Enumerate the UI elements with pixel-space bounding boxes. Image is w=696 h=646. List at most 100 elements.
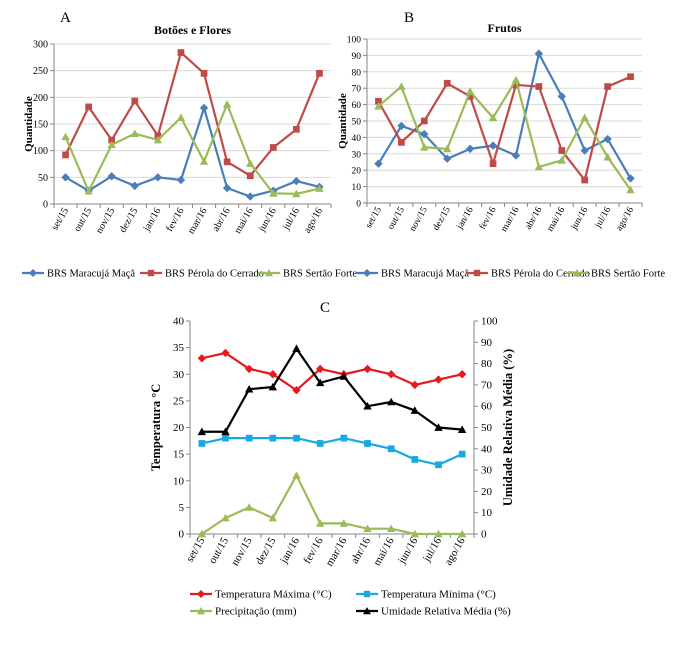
x-tick-label: ago/16 xyxy=(302,206,325,235)
x-tick-label: ago/16 xyxy=(442,535,468,567)
y-tick-label: 250 xyxy=(33,66,48,77)
x-tick-label: jul/16 xyxy=(420,535,444,565)
data-point xyxy=(387,445,395,453)
data-point xyxy=(131,97,139,105)
y-tick-label: 10 xyxy=(173,475,185,487)
data-point xyxy=(603,134,612,144)
data-point xyxy=(434,375,443,384)
legend-marker xyxy=(265,269,273,277)
y-tick-label: 20 xyxy=(352,167,362,177)
x-tick-label: fev/16 xyxy=(477,205,499,232)
y-axis-label: Quantidade xyxy=(23,96,35,152)
series-line-2 xyxy=(377,75,631,182)
legend-marker xyxy=(147,269,155,277)
x-tick-label: abr/16 xyxy=(210,206,232,234)
y-right-tick-label: 30 xyxy=(481,465,493,477)
y-right-tick-label: 20 xyxy=(481,486,493,498)
data-point xyxy=(443,154,452,163)
data-point xyxy=(268,382,278,391)
data-point xyxy=(410,529,420,538)
data-point xyxy=(315,364,325,374)
x-tick-label: nov/15 xyxy=(94,206,117,236)
data-point xyxy=(61,173,70,182)
y-tick-label: 90 xyxy=(352,52,362,62)
chart-title: Frutos xyxy=(488,21,522,35)
chart-title: Botões e Flores xyxy=(154,23,231,37)
y-tick-label: 20 xyxy=(173,422,185,434)
data-point xyxy=(315,184,324,192)
y-tick-label: 35 xyxy=(173,342,185,354)
y-tick-label: 80 xyxy=(352,68,362,78)
legend-marker xyxy=(197,590,205,598)
data-point xyxy=(153,173,163,182)
x-tick-label: mar/16 xyxy=(323,535,349,568)
series-line-1 xyxy=(64,106,320,198)
data-point xyxy=(177,49,185,56)
series-line-3 xyxy=(64,103,320,195)
data-point xyxy=(397,82,406,90)
data-point xyxy=(292,176,301,186)
data-point xyxy=(85,103,92,111)
data-point xyxy=(108,136,116,144)
data-point xyxy=(223,158,231,166)
panel-label: A xyxy=(60,10,71,26)
x-tick-label: jun/16 xyxy=(395,535,420,567)
data-point xyxy=(246,172,254,180)
data-point xyxy=(466,93,474,100)
y-right-tick-label: 60 xyxy=(481,401,493,413)
y-tick-label: 150 xyxy=(33,120,48,131)
legend-entry: BRS Maracujá Maçã xyxy=(381,269,469,280)
y-tick-label: 0 xyxy=(43,200,48,211)
data-point xyxy=(84,187,93,195)
data-point xyxy=(221,348,230,358)
x-tick-label: abr/16 xyxy=(349,535,374,566)
data-point xyxy=(458,450,466,458)
data-point xyxy=(315,519,325,527)
data-point xyxy=(292,471,301,479)
y-tick-label: 100 xyxy=(347,36,362,46)
x-tick-label: jan/16 xyxy=(141,206,164,234)
data-point xyxy=(420,117,428,125)
legend-marker xyxy=(363,590,371,598)
x-tick-label: out/15 xyxy=(386,205,407,231)
data-point xyxy=(154,132,162,140)
y-right-tick-label: 80 xyxy=(481,358,493,370)
legend-entry: Temperatura Máxima (°C) xyxy=(215,589,332,601)
data-point xyxy=(130,129,139,137)
y-tick-label: 100 xyxy=(33,146,48,157)
x-tick-label: ago/16 xyxy=(615,205,637,233)
data-point xyxy=(244,384,254,393)
legend-entry: BRS Sertão Forte xyxy=(591,269,665,280)
data-point xyxy=(581,176,589,184)
series-line-3 xyxy=(377,78,632,191)
data-point xyxy=(176,113,186,121)
legend-entry: Umidade Relativa Média (%) xyxy=(381,606,511,618)
panel-label: B xyxy=(404,10,414,26)
data-point xyxy=(222,183,232,193)
data-point xyxy=(420,143,429,151)
data-point xyxy=(246,159,255,167)
data-point xyxy=(626,185,635,194)
data-point xyxy=(316,440,324,447)
legend-entry: BRS Pérola do Cerrado xyxy=(491,269,590,280)
data-point xyxy=(386,370,396,379)
data-point xyxy=(153,135,163,144)
y-tick-label: 200 xyxy=(33,93,48,104)
data-point xyxy=(293,125,300,133)
data-point xyxy=(626,174,635,183)
y-tick-label: 30 xyxy=(352,150,362,160)
x-tick-label: jan/16 xyxy=(277,535,302,566)
x-tick-label: set/15 xyxy=(364,205,384,230)
y-tick-label: 40 xyxy=(352,134,362,144)
x-tick-label: nov/15 xyxy=(408,205,430,233)
data-point xyxy=(374,159,383,168)
x-tick-label: mar/16 xyxy=(499,205,521,234)
data-point xyxy=(604,83,611,90)
data-point xyxy=(411,456,419,463)
data-point xyxy=(457,425,467,433)
data-point xyxy=(62,151,69,159)
legend-marker xyxy=(363,607,371,615)
data-point xyxy=(488,113,498,122)
data-point xyxy=(488,141,498,150)
y-tick-label: 70 xyxy=(352,85,362,95)
